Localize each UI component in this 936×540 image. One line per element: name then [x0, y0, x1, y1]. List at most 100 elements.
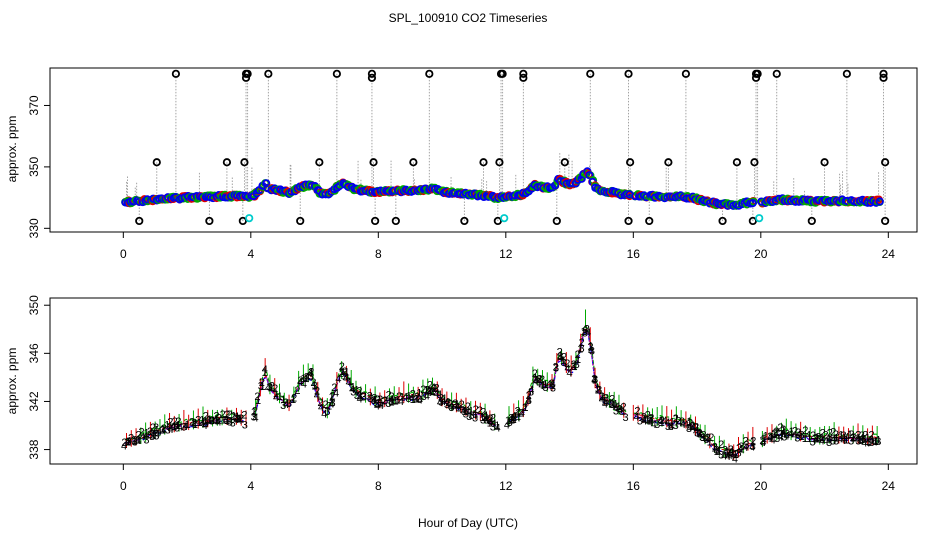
bottom-series-symbol-3: 3: [826, 437, 832, 449]
top-series-point: [262, 179, 271, 188]
bottom-series-symbol-1: 1: [277, 391, 283, 403]
bottom-series-symbol-1: 1: [273, 388, 279, 400]
bottom-series-symbol-1: 1: [454, 399, 460, 411]
bottom-series-symbol-4: 4: [690, 422, 696, 434]
bottom-series-symbol-4: 4: [494, 423, 500, 435]
top-outlier-low: [624, 216, 633, 226]
bottom-series-symbol-4: 4: [827, 434, 833, 446]
top-calibration-point: [500, 214, 509, 223]
bottom-series-symbol-3: 3: [777, 429, 783, 441]
top-outlier-low: [493, 216, 502, 226]
bottom-series-symbol-2: 2: [272, 383, 278, 395]
bottom-series-symbol-3: 3: [557, 351, 563, 363]
bottom-series-symbol-4: 4: [519, 408, 525, 420]
top-point-layer: [121, 69, 890, 226]
bottom-series-symbol-3: 3: [125, 436, 131, 448]
bottom-series-symbol-1: 1: [761, 433, 767, 445]
bottom-series-symbol-3: 3: [203, 418, 209, 430]
bottom-series-symbol-1: 1: [711, 442, 717, 454]
bottom-series-symbol-4: 4: [202, 420, 208, 432]
bottom-series-symbol-1: 1: [164, 419, 170, 431]
bottom-series-symbol-3: 3: [830, 435, 836, 447]
bottom-series-symbol-4: 4: [784, 430, 790, 442]
top-outlier-mid: [750, 158, 759, 167]
bottom-series-symbol-4: 4: [617, 404, 623, 416]
bottom-series-symbol-4: 4: [585, 327, 591, 339]
bottom-series-symbol-1: 1: [494, 420, 500, 432]
bottom-series-symbol-4: 4: [599, 394, 605, 406]
bottom-series-symbol-2: 2: [549, 378, 555, 390]
bottom-series-symbol-3: 3: [388, 396, 394, 408]
bottom-series-symbol-1: 1: [690, 420, 696, 432]
bottom-series-line-2: [763, 427, 879, 438]
bottom-series-symbol-4: 4: [346, 377, 352, 389]
bottom-series-symbol-3: 3: [312, 381, 318, 393]
bottom-series-symbol-1: 1: [768, 433, 774, 445]
bottom-series-symbol-1: 1: [206, 414, 212, 426]
bottom-series-symbol-4: 4: [749, 442, 755, 454]
top-outlier-mid: [560, 158, 569, 167]
bottom-series-symbol-2: 2: [792, 425, 798, 437]
bottom-series-symbol-4: 4: [283, 399, 289, 411]
bottom-series-symbol-4: 4: [668, 421, 674, 433]
bottom-series-symbol-2: 2: [150, 422, 156, 434]
bottom-series-symbol-3: 3: [484, 414, 490, 426]
top-x-tick-label: 20: [754, 247, 768, 261]
bottom-series-symbol-1: 1: [427, 385, 433, 397]
bottom-series-symbol-2: 2: [153, 422, 159, 434]
bottom-series-symbol-2: 2: [822, 429, 828, 441]
bottom-series-symbol-3: 3: [699, 432, 705, 444]
bottom-series-symbol-1: 1: [599, 391, 605, 403]
bottom-series-symbol-1: 1: [260, 381, 266, 393]
bottom-series-symbol-4: 4: [409, 392, 415, 404]
bottom-series-symbol-2: 2: [420, 384, 426, 396]
bottom-series-symbol-1: 1: [542, 379, 548, 391]
bottom-series-symbol-1: 1: [468, 405, 474, 417]
bottom-series-symbol-4: 4: [511, 411, 517, 423]
bottom-series-symbol-2: 2: [777, 422, 783, 434]
bottom-series-symbol-2: 2: [595, 384, 601, 396]
x-axis-label: Hour of Day (UTC): [418, 516, 518, 530]
bottom-series-symbol-4: 4: [532, 376, 538, 388]
bot-x-tick-label: 16: [627, 479, 641, 493]
bottom-series-symbol-3: 3: [416, 394, 422, 406]
bottom-series-symbol-3: 3: [468, 410, 474, 422]
bottom-series-symbol-1: 1: [659, 417, 665, 429]
bottom-series-symbol-2: 2: [553, 362, 559, 374]
bottom-series-symbol-1: 1: [577, 343, 583, 355]
bottom-series-symbol-4: 4: [304, 372, 310, 384]
bottom-series-symbol-2: 2: [331, 382, 337, 394]
bottom-series-symbol-2: 2: [377, 394, 383, 406]
bottom-series-symbol-1: 1: [833, 433, 839, 445]
bottom-series-symbol-3: 3: [579, 343, 585, 355]
bottom-series-symbol-4: 4: [126, 435, 132, 447]
bottom-series-symbol-1: 1: [865, 433, 871, 445]
bottom-series-symbol-1: 1: [843, 435, 849, 447]
bottom-series-symbol-1: 1: [774, 427, 780, 439]
bottom-series-symbol-1: 1: [255, 395, 261, 407]
bottom-series-symbol-1: 1: [192, 419, 198, 431]
top-outlier-high: [264, 69, 273, 78]
top-series-point: [748, 198, 757, 208]
bottom-series-symbol-2: 2: [728, 444, 734, 456]
bottom-series-symbol-4: 4: [567, 367, 573, 379]
bottom-series-symbol-4: 4: [844, 431, 850, 443]
top-outlier-mid: [152, 158, 161, 167]
bottom-series-symbol-1: 1: [701, 432, 707, 444]
bottom-series-symbol-1: 1: [855, 432, 861, 444]
bottom-series-symbol-3: 3: [760, 436, 766, 448]
bottom-series-symbol-4: 4: [424, 391, 430, 403]
bottom-series-symbol-3: 3: [869, 437, 875, 449]
bottom-series-symbol-4: 4: [136, 435, 142, 447]
bottom-series-symbol-3: 3: [574, 359, 580, 371]
top-axis-layer: 0 4 8 12 16 20 24 330 350 370: [27, 95, 895, 261]
bottom-series-symbol-2: 2: [862, 430, 868, 442]
bottom-series-symbol-4: 4: [819, 435, 825, 447]
bottom-series-symbol-3: 3: [153, 430, 159, 442]
bottom-series-line-4: [254, 369, 497, 428]
bottom-series-symbol-4: 4: [398, 396, 404, 408]
top-outlier-high: [367, 69, 377, 78]
top-outlier-high: [624, 69, 633, 78]
bottom-panel-frame: [49, 297, 918, 465]
